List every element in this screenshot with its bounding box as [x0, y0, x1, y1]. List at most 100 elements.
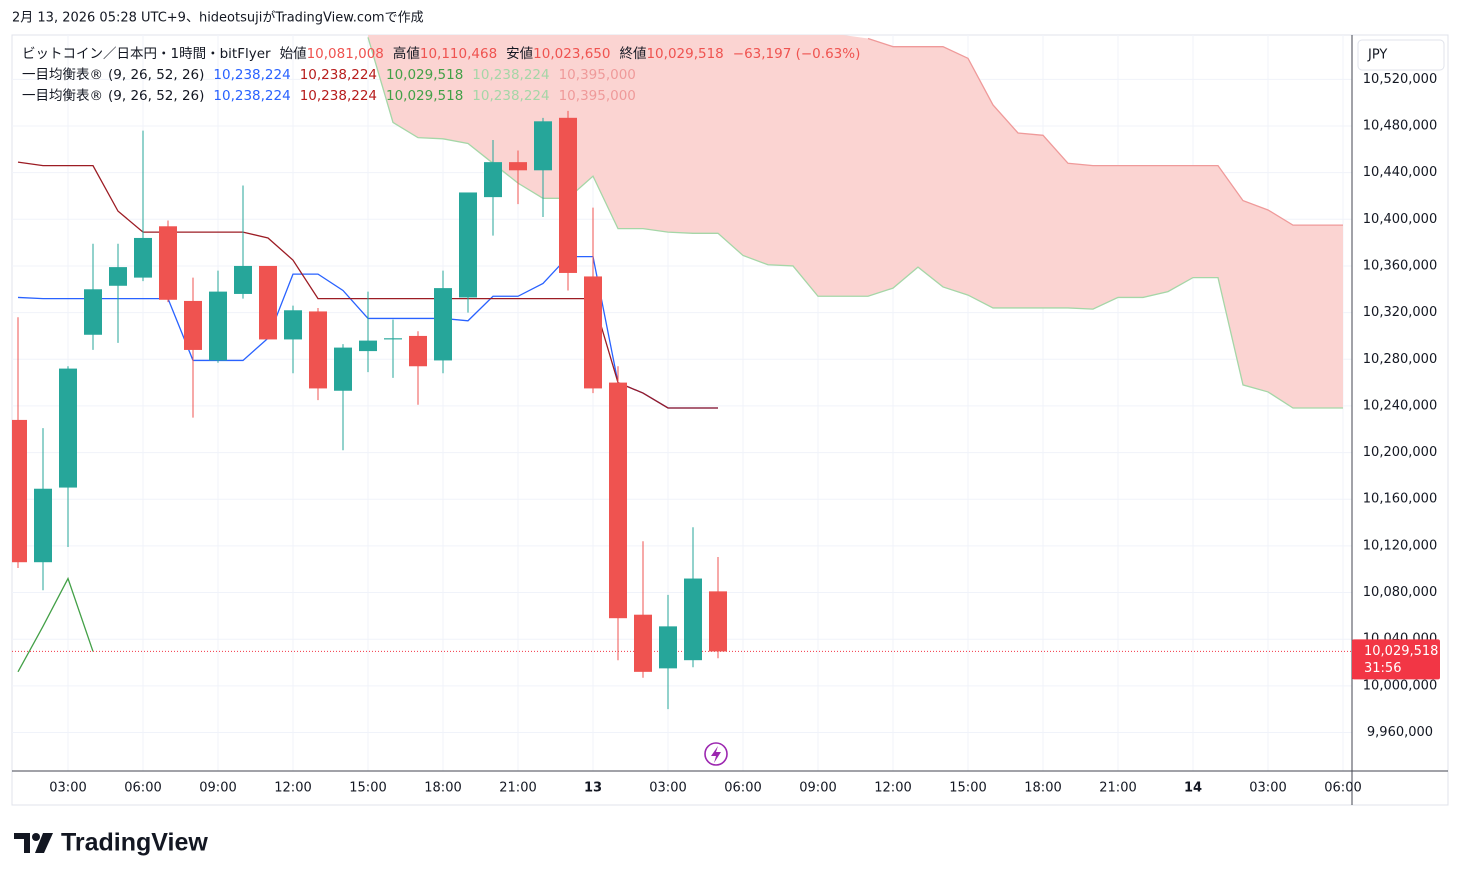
ohlc-value: 10,029,518 — [646, 46, 723, 62]
candle-body — [434, 288, 452, 361]
candle-body — [534, 121, 552, 171]
indicator-value: 10,238,224 — [300, 67, 377, 83]
lightning-icon[interactable] — [704, 742, 728, 766]
ohlc-label: 高値 — [393, 45, 420, 62]
x-tick-label: 14 — [1184, 781, 1202, 796]
legend-line: 一目均衡表® (9, 26, 52, 26) 10,238,224 10,238,22… — [22, 88, 636, 104]
indicator-value: 10,029,518 — [386, 88, 463, 104]
logo-part — [32, 833, 40, 841]
indicator-value: 10,395,000 — [559, 88, 636, 104]
x-tick-label: 06:00 — [124, 781, 161, 796]
x-tick-label: 09:00 — [799, 781, 836, 796]
candle-body — [709, 591, 727, 652]
y-tick-label: 10,160,000 — [1363, 492, 1437, 507]
y-tick-label: 10,400,000 — [1363, 212, 1437, 227]
y-tick-label: 10,080,000 — [1363, 585, 1437, 600]
y-tick-label: 10,360,000 — [1363, 258, 1437, 273]
candle-body — [559, 117, 577, 273]
legend: ビットコイン／日本円・1時間・bitFlyer 始値10,081,008 高値10,… — [22, 45, 860, 104]
candle-body — [184, 300, 202, 350]
attribution: 2月 13, 2026 05:28 UTC+9、hideotsujiがTradi… — [12, 11, 424, 26]
x-tick-label: 21:00 — [499, 781, 536, 796]
candle-body — [509, 162, 527, 171]
ohlc-label: 安値 — [506, 46, 533, 62]
logo-part — [14, 833, 30, 853]
icon-bolt[interactable] — [711, 746, 721, 763]
symbol: ビットコイン／日本円・1時間・bitFlyer — [22, 46, 271, 62]
candle-body — [34, 488, 52, 563]
candle-body — [684, 578, 702, 661]
candle-body — [334, 347, 352, 391]
x-tick-label: 03:00 — [49, 781, 86, 796]
indicator-params: (9, 26, 52, 26) — [108, 88, 204, 104]
candle-body — [284, 310, 302, 340]
indicator-value: 10,029,518 — [386, 67, 463, 83]
y-tick-label: 10,520,000 — [1363, 72, 1437, 87]
x-tick-label: 09:00 — [199, 781, 236, 796]
candle-body — [84, 289, 102, 335]
legend-line: ビットコイン／日本円・1時間・bitFlyer 始値10,081,008 高値10,… — [22, 45, 860, 62]
currency[interactable]: JPY — [1367, 48, 1387, 63]
indicator-value: 10,238,224 — [213, 67, 290, 83]
brand: TradingView — [14, 829, 208, 857]
y-tick-label: 10,000,000 — [1363, 678, 1437, 693]
x-tick-label: 13 — [584, 781, 602, 796]
candle-body — [259, 265, 277, 340]
x-tick-label: 06:00 — [724, 781, 761, 796]
y-tick-label: 10,280,000 — [1363, 352, 1437, 367]
y-tick-label: 10,480,000 — [1363, 118, 1437, 133]
ohlc-label: 始値 — [280, 46, 307, 62]
candle-body — [609, 382, 627, 619]
x-tick-label: 18:00 — [1024, 781, 1061, 796]
y-tick-label: 10,200,000 — [1363, 445, 1437, 460]
change: −63,197 (−0.63%) — [733, 46, 861, 62]
x-tick-label: 15:00 — [949, 781, 986, 796]
candle-body — [59, 368, 77, 488]
y-tick-label: 9,960,000 — [1367, 725, 1433, 740]
candle-body — [659, 626, 677, 669]
candle-body — [209, 291, 227, 361]
indicator-name: 一目均衡表® — [22, 67, 103, 83]
indicator-params: (9, 26, 52, 26) — [108, 67, 204, 83]
candle-body — [159, 226, 177, 300]
y-tick-label: 10,320,000 — [1363, 305, 1437, 320]
candle-body — [634, 614, 652, 672]
legend-line: 一目均衡表® (9, 26, 52, 26) 10,238,224 10,238,22… — [22, 67, 636, 83]
y-tick-label: 10,240,000 — [1363, 398, 1437, 413]
last-price-label: 10,029,518 — [1364, 644, 1438, 659]
candle-body — [459, 192, 477, 298]
ohlc-value: 10,110,468 — [420, 46, 497, 62]
ohlc-value: 10,081,008 — [307, 46, 384, 62]
candle-body — [384, 338, 402, 340]
candle-body — [134, 237, 152, 278]
x-tick-label: 12:00 — [874, 781, 911, 796]
candle-body — [12, 419, 27, 563]
candle-body — [359, 340, 377, 352]
candle-body — [309, 311, 327, 389]
candle-body — [109, 267, 127, 286]
x-tick-label: 15:00 — [349, 781, 386, 796]
logo-part — [35, 833, 53, 853]
last-price-box — [1352, 639, 1440, 680]
candle-body — [409, 335, 427, 367]
axes: 9,960,00010,000,00010,040,00010,080,0001… — [49, 72, 1440, 796]
currency-button[interactable] — [1357, 39, 1445, 71]
y-tick-label: 10,120,000 — [1363, 538, 1437, 553]
candle-body — [484, 162, 502, 198]
x-tick-label: 03:00 — [649, 781, 686, 796]
countdown: 31:56 — [1364, 661, 1401, 676]
ohlc-value: 10,023,650 — [533, 46, 610, 62]
candle-body — [584, 276, 602, 389]
brand-name: TradingView — [61, 829, 208, 857]
candle-body — [234, 265, 252, 294]
y-tick-label: 10,440,000 — [1363, 165, 1437, 180]
cloud-fill — [368, 35, 1343, 408]
x-tick-label: 06:00 — [1324, 781, 1361, 796]
indicator-name: 一目均衡表® — [22, 88, 103, 104]
indicator-value: 10,238,224 — [472, 88, 549, 104]
indicator-value: 10,238,224 — [213, 88, 290, 104]
leading-span-b — [867, 37, 1343, 226]
ohlc-label: 終値 — [619, 46, 646, 62]
x-tick-label: 18:00 — [424, 781, 461, 796]
